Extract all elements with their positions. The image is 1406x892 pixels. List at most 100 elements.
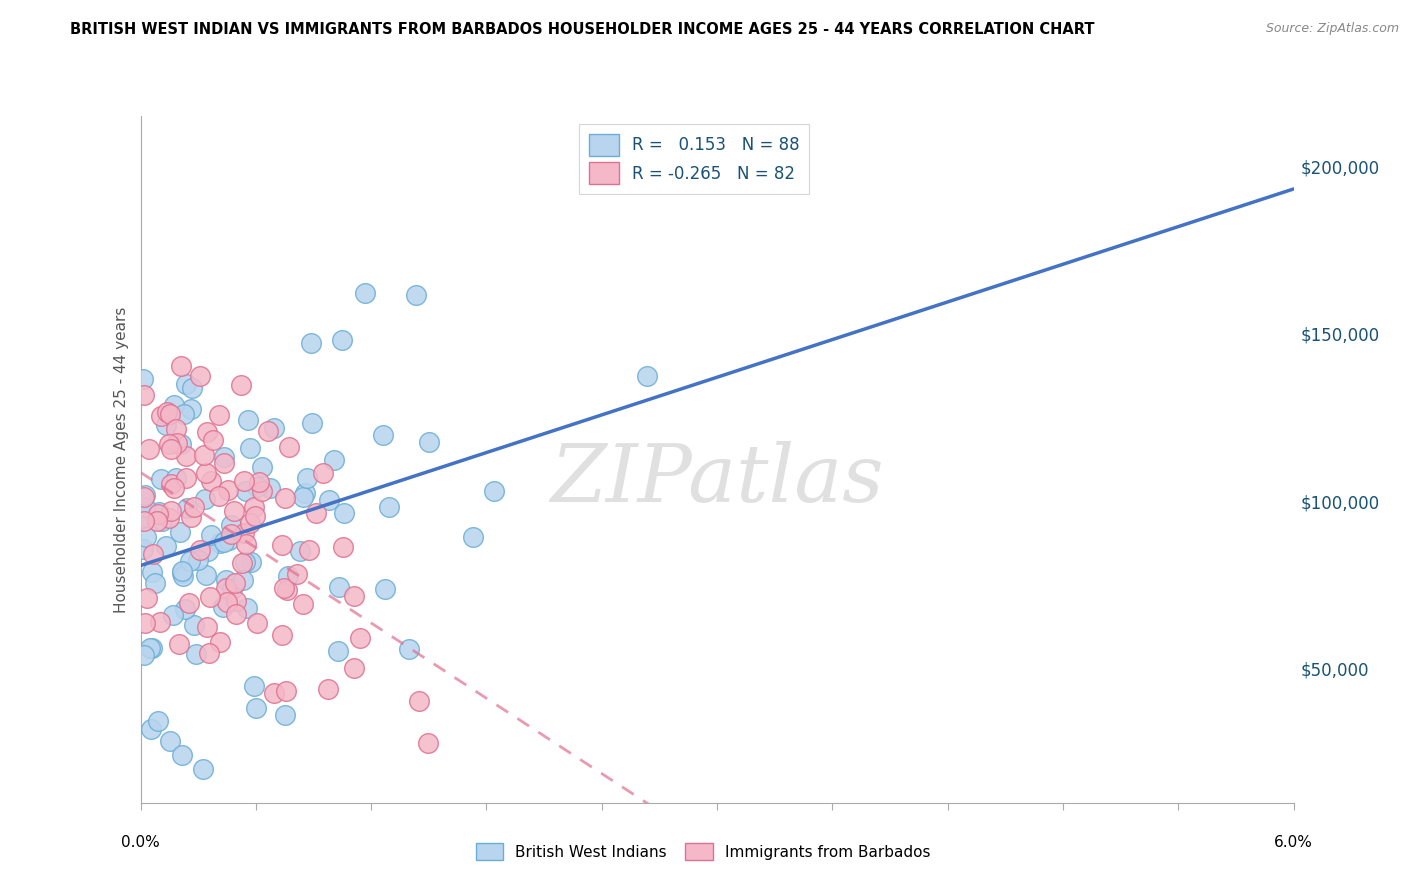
Point: [163, 481, 186, 495]
Point: [195, 568, 218, 582]
Point: [212, 450, 235, 464]
Point: [246, 480, 269, 494]
Point: [215, 582, 238, 596]
Point: [160, 477, 183, 491]
Point: [208, 408, 231, 422]
Point: [271, 538, 294, 552]
Point: [194, 491, 217, 506]
Point: [212, 600, 235, 615]
Point: [243, 509, 266, 524]
Point: [134, 616, 156, 631]
Point: [373, 427, 395, 442]
Point: [131, 541, 153, 556]
Point: [197, 620, 219, 634]
Point: [224, 576, 246, 591]
Point: [141, 565, 163, 579]
Point: [163, 398, 186, 412]
Point: [215, 595, 238, 609]
Point: [221, 582, 243, 597]
Point: [273, 581, 295, 595]
Point: [322, 453, 344, 467]
Point: [134, 388, 156, 402]
Point: [222, 504, 245, 518]
Point: [183, 500, 205, 514]
Point: [155, 418, 177, 433]
Point: [316, 681, 339, 696]
Point: [330, 334, 353, 348]
Point: [176, 501, 198, 516]
Point: [159, 442, 181, 457]
Point: [174, 602, 197, 616]
Point: [274, 683, 297, 698]
Point: [177, 596, 200, 610]
Point: [246, 616, 269, 631]
Point: [301, 416, 323, 430]
Point: [274, 491, 297, 505]
Point: [274, 707, 297, 722]
Point: [176, 449, 198, 463]
Point: [159, 407, 181, 421]
Point: [148, 615, 170, 629]
Point: [141, 547, 163, 561]
Point: [141, 723, 163, 737]
Point: [159, 733, 181, 747]
Point: [332, 541, 354, 555]
Point: [294, 485, 316, 500]
Point: [138, 442, 160, 457]
Point: [172, 569, 194, 583]
Point: [170, 359, 193, 373]
Point: [312, 467, 335, 481]
Point: [186, 647, 208, 661]
Point: [134, 514, 156, 528]
Point: [257, 424, 280, 438]
Point: [165, 471, 187, 485]
Point: [277, 440, 299, 454]
Point: [187, 553, 209, 567]
Point: [482, 484, 505, 499]
Point: [235, 537, 257, 551]
Point: [374, 582, 396, 597]
Point: [143, 576, 166, 591]
Point: [193, 448, 215, 462]
Point: [217, 483, 239, 497]
Point: [291, 491, 314, 505]
Point: [208, 635, 231, 649]
Point: [232, 525, 254, 540]
Point: [155, 539, 177, 553]
Point: [252, 483, 274, 498]
Point: [236, 413, 259, 427]
Point: [328, 580, 350, 594]
Point: [157, 511, 180, 525]
Point: [191, 762, 214, 776]
Point: [235, 484, 257, 499]
Point: [243, 679, 266, 693]
Point: [239, 516, 262, 530]
Point: [156, 404, 179, 418]
Point: [180, 510, 202, 524]
Point: [277, 569, 299, 583]
Point: [219, 526, 242, 541]
Point: [463, 529, 485, 543]
Point: [212, 534, 235, 549]
Point: [242, 500, 264, 515]
Point: [167, 637, 190, 651]
Point: [165, 422, 187, 436]
Point: [135, 531, 157, 545]
Point: [176, 471, 198, 485]
Point: [150, 514, 173, 528]
Point: [169, 524, 191, 539]
Point: [194, 467, 217, 481]
Point: [398, 641, 420, 656]
Point: [225, 594, 247, 608]
Point: [134, 488, 156, 502]
Text: BRITISH WEST INDIAN VS IMMIGRANTS FROM BARBADOS HOUSEHOLDER INCOME AGES 25 - 44 : BRITISH WEST INDIAN VS IMMIGRANTS FROM B…: [70, 22, 1095, 37]
Point: [136, 591, 159, 605]
Point: [197, 544, 219, 558]
Point: [235, 555, 257, 569]
Point: [418, 434, 440, 449]
Point: [200, 474, 222, 488]
Point: [183, 618, 205, 632]
Point: [134, 500, 156, 515]
Point: [295, 471, 318, 485]
Point: [180, 381, 202, 395]
